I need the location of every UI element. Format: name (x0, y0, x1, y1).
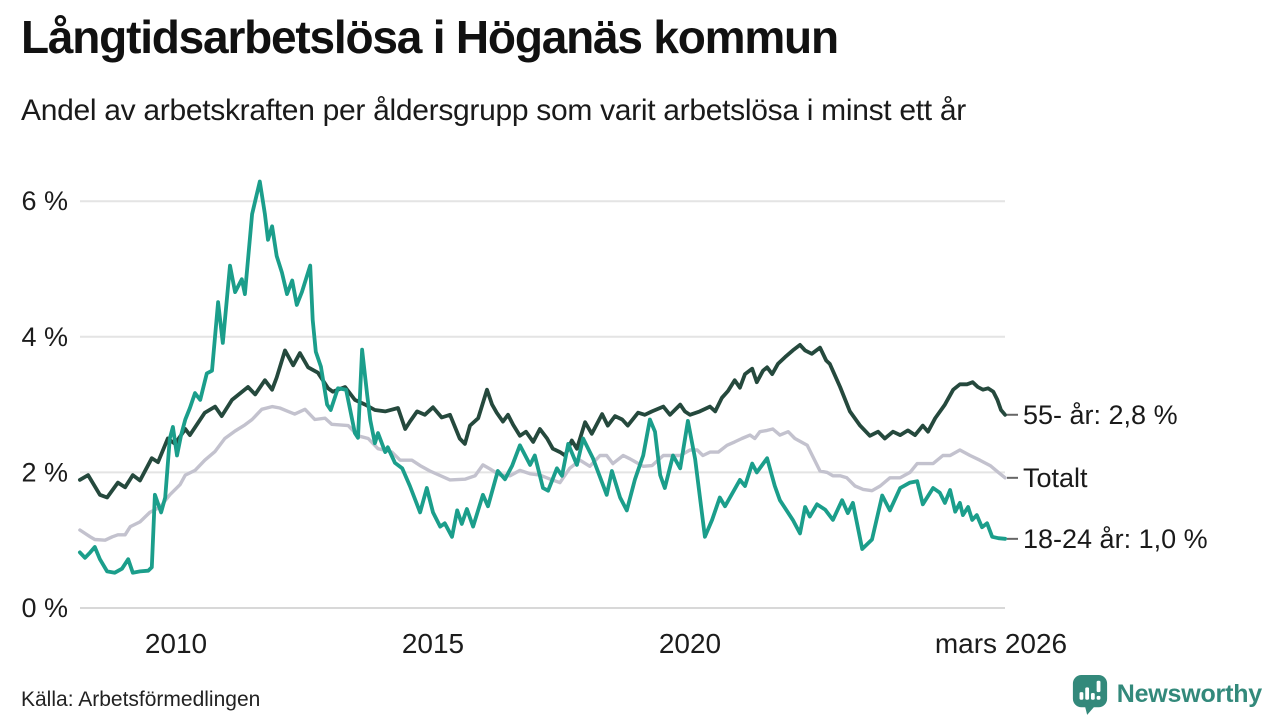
page-subtitle: Andel av arbetskraften per åldersgrupp s… (21, 94, 966, 127)
newsworthy-logo: Newsworthy (1071, 672, 1262, 716)
source-note: Källa: Arbetsförmedlingen (21, 688, 261, 711)
y-axis-label-4pct: 4 % (21, 322, 68, 352)
x-axis-label-2020: 2020 (659, 628, 721, 659)
x-axis-label-2010: 2010 (145, 628, 207, 659)
newsworthy-logo-icon (1072, 675, 1107, 715)
x-axis-label-2015: 2015 (402, 628, 464, 659)
series-line-18-24-r (78, 179, 1007, 575)
end-label-55-r: 55- år: 2,8 % (1023, 400, 1178, 430)
y-axis-label-0pct: 0 % (21, 593, 68, 623)
page-title: Långtidsarbetslösa i Höganäs kommun (21, 11, 839, 63)
logo-bars-icon (1079, 680, 1101, 700)
series-line-55-r (78, 342, 1007, 500)
y-axis-label-2pct: 2 % (21, 457, 68, 487)
end-label-totalt: Totalt (1023, 463, 1088, 493)
newsworthy-logo-text: Newsworthy (1116, 679, 1262, 708)
line-chart: 0 % 2 % 4 % 6 % 2010 2015 2020 mars 2026 55- år:… (21, 179, 1208, 659)
y-axis-label-6pct: 6 % (21, 186, 68, 216)
end-label-18-24-r: 18-24 år: 1,0 % (1023, 524, 1208, 554)
series-line-totalt (78, 404, 1007, 542)
x-axis-label-mars-2026: mars 2026 (935, 628, 1067, 659)
